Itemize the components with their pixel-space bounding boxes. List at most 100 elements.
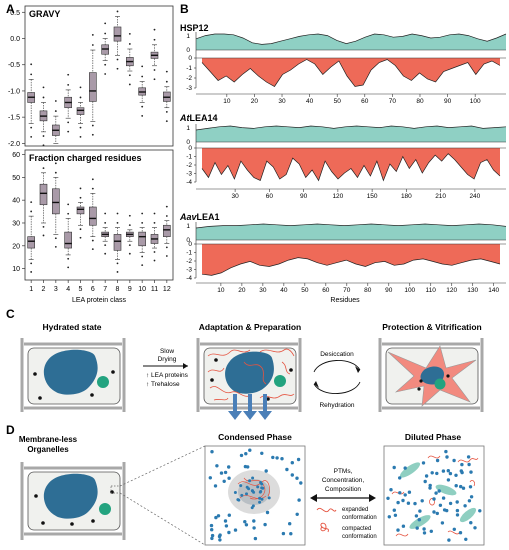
- rehydration-label: Rehydration: [319, 402, 354, 409]
- molecule-dot: [214, 515, 218, 520]
- fcr-ytick-label: 10: [12, 266, 20, 273]
- molecule-dot: [469, 470, 473, 474]
- rehydration-arrowhead: [314, 381, 319, 388]
- outlier-point: [54, 110, 57, 112]
- fcr-box-class-7: [101, 212, 109, 255]
- cell-wall: [20, 338, 126, 412]
- outlier-point: [128, 244, 131, 247]
- panel-a-xtick-label: 8: [116, 286, 120, 293]
- residue-xtick-label: 80: [416, 98, 424, 105]
- panel-a-xtick-label: 5: [79, 286, 83, 293]
- box-iqr: [89, 206, 97, 226]
- fcr-box-class-8: [113, 212, 122, 273]
- gravy-ytick-label: 0.0: [10, 36, 20, 43]
- outlier-point: [141, 221, 144, 224]
- molecule-dot: [289, 532, 293, 536]
- outlier-point: [165, 120, 168, 123]
- outlier-point: [91, 44, 94, 46]
- disorder-ytick-label: 1: [186, 223, 190, 230]
- outlier-point: [79, 228, 82, 231]
- outlier-point: [91, 187, 94, 190]
- residue-xtick-label: 110: [426, 287, 437, 294]
- residue-xtick-label: 90: [300, 193, 308, 200]
- molecule-dot: [467, 499, 472, 503]
- phase-transition: PTMs, Concentration, Composition expande…: [310, 468, 377, 540]
- residue-xtick-label: 90: [385, 287, 393, 294]
- residue-xtick-label: 140: [488, 287, 499, 294]
- outlier-point: [153, 78, 156, 81]
- outlier-point: [104, 221, 107, 224]
- molecule-dot: [248, 448, 252, 452]
- molecule-dot: [396, 500, 400, 505]
- molecule-dot: [446, 478, 451, 482]
- outlier-point: [128, 252, 131, 255]
- disorder-line: [195, 125, 507, 131]
- outlier-point: [79, 196, 82, 199]
- organelle-dot: [33, 372, 37, 376]
- organelle-dot: [91, 519, 95, 523]
- residue-xtick-label: 60: [361, 98, 369, 105]
- zoom-line-bottom: [119, 492, 206, 546]
- molecule-dot: [290, 473, 294, 477]
- molecule-dot: [245, 492, 248, 496]
- protection-label: Protection & Vitrification: [382, 322, 482, 332]
- box-iqr: [89, 72, 97, 102]
- hydropathy-area: [202, 148, 500, 181]
- vacuole: [97, 376, 109, 388]
- molecule-dot: [250, 489, 254, 493]
- molecule-dot: [239, 484, 243, 488]
- hydropathy-ytick-label: -4: [186, 179, 192, 186]
- molecule-dot: [246, 465, 250, 469]
- molecule-dot: [418, 509, 422, 513]
- condensed-phase-label: Condensed Phase: [218, 432, 292, 442]
- fcr-chart: Fraction charged residues 60 50 40 30 20 10: [12, 149, 174, 281]
- residue-xtick-label: 180: [401, 193, 412, 200]
- gravy-box-class-2: [39, 86, 48, 147]
- molecule-dot: [258, 500, 262, 504]
- molecule-dot: [227, 530, 231, 535]
- molecule-dot: [263, 522, 267, 527]
- molecule-dot: [435, 471, 439, 476]
- box-iqr: [39, 183, 48, 206]
- factor-ptms: PTMs,: [334, 468, 353, 475]
- desiccation-arrow: [313, 360, 361, 373]
- condensed-molecules: [208, 448, 303, 542]
- molecule-dot: [290, 461, 294, 465]
- molecule-dot: [251, 504, 255, 508]
- box-iqr: [113, 26, 122, 42]
- molecule-dot: [252, 526, 256, 530]
- molecule-dot: [455, 508, 460, 513]
- hydropathy-ytick-label: -2: [186, 162, 192, 169]
- box-iqr: [76, 206, 85, 215]
- molecule-dot: [209, 523, 214, 528]
- molecule-dot: [444, 449, 448, 454]
- molecule-dot: [422, 527, 426, 531]
- outlier-point: [30, 271, 33, 273]
- outlier-point: [165, 215, 168, 217]
- molecule-dot: [432, 497, 436, 501]
- panel-a-xtick-label: 11: [151, 286, 158, 293]
- outlier-point: [30, 201, 33, 204]
- expanded-conformation-icon: [316, 507, 337, 513]
- outlier-point: [116, 221, 119, 224]
- globular-protein: [399, 462, 421, 478]
- box-iqr: [163, 224, 171, 237]
- outlier-point: [79, 126, 82, 129]
- fcr-ytick-label: 20: [12, 243, 20, 250]
- factor-concentration: Concentration,: [322, 477, 364, 484]
- molecule-dot: [429, 529, 433, 533]
- residue-xtick-label: 10: [223, 98, 231, 105]
- fcr-box-class-1: [27, 201, 35, 273]
- gravy-box-class-3: [52, 100, 60, 144]
- molecule-dot: [468, 485, 473, 489]
- molecule-dot: [285, 467, 289, 472]
- residue-xtick-label: 60: [322, 287, 330, 294]
- molecule-dot: [460, 462, 464, 467]
- outlier-point: [153, 38, 156, 41]
- protein-name: AavLEA1: [179, 212, 220, 222]
- outlier-point: [104, 73, 107, 75]
- molecule-dot: [467, 462, 471, 467]
- molecule-dot: [295, 476, 299, 480]
- residue-xtick-label: 20: [238, 287, 246, 294]
